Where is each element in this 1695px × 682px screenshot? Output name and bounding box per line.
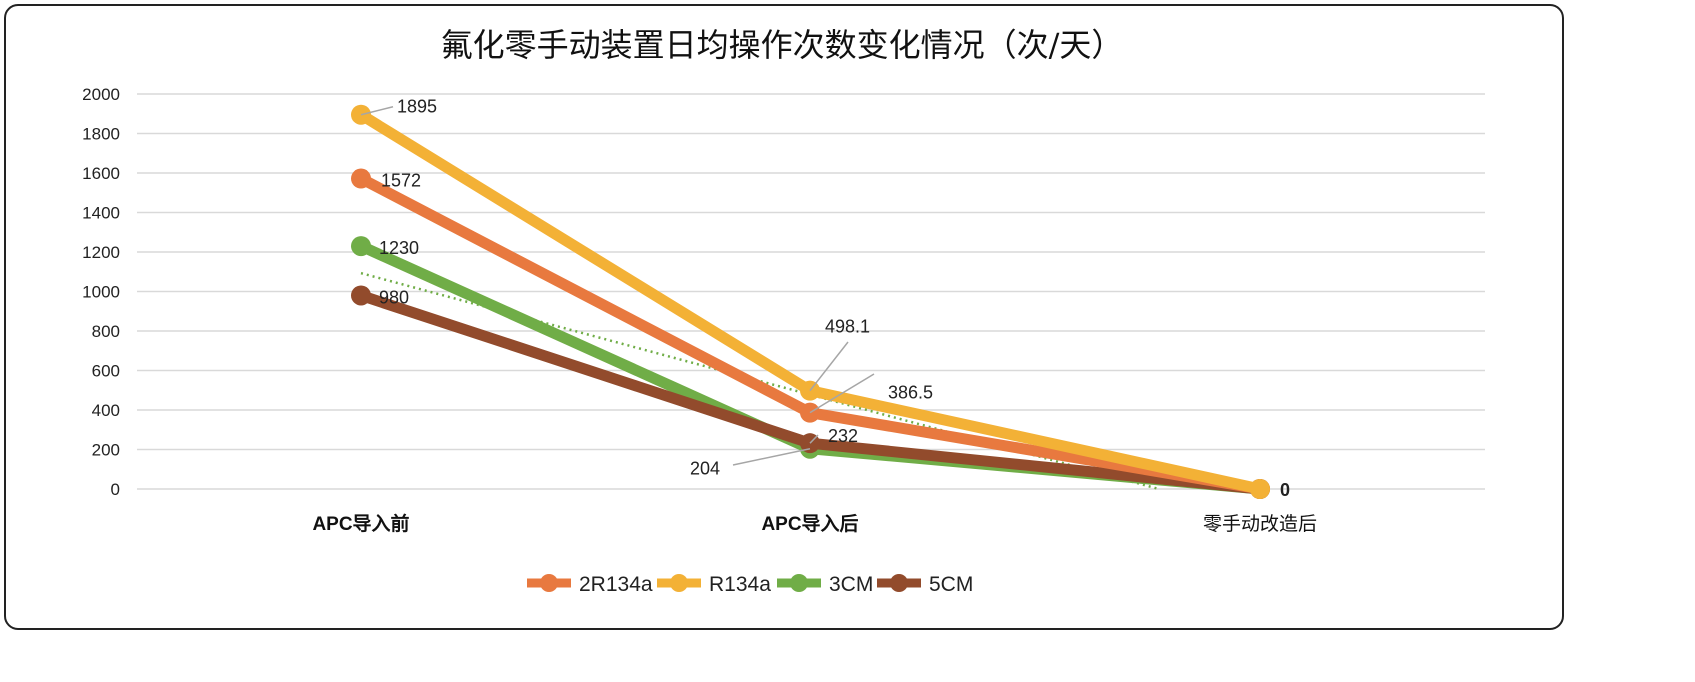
legend-marker bbox=[670, 574, 688, 592]
data-point-2R134a bbox=[351, 168, 371, 189]
leader-line bbox=[809, 373, 875, 414]
y-tick-label: 1800 bbox=[82, 125, 120, 144]
data-label: 232 bbox=[828, 426, 858, 446]
x-tick-label: 零手动改造后 bbox=[1203, 513, 1317, 535]
legend-label: 2R134a bbox=[579, 573, 653, 596]
y-tick-label: 1000 bbox=[82, 283, 120, 302]
legend-label: 3CM bbox=[829, 573, 873, 596]
chart-title: 氟化零手动装置日均操作次数变化情况（次/天） bbox=[441, 26, 1124, 64]
y-tick-label: 1600 bbox=[82, 164, 120, 183]
y-tick-label: 1400 bbox=[82, 204, 120, 223]
data-label: 204 bbox=[690, 459, 720, 479]
legend-label: R134a bbox=[709, 573, 771, 596]
data-label: 386.5 bbox=[888, 383, 933, 403]
leader-line bbox=[809, 341, 849, 392]
data-label: 0 bbox=[1280, 480, 1290, 500]
leader-line bbox=[360, 106, 394, 116]
legend-item-R134a[interactable]: R134a bbox=[657, 573, 771, 596]
y-tick-label: 800 bbox=[92, 322, 120, 341]
y-tick-label: 1200 bbox=[82, 243, 120, 262]
legend-marker bbox=[890, 574, 908, 592]
data-point-5CM bbox=[351, 285, 371, 306]
x-tick-label: APC导入后 bbox=[761, 513, 858, 535]
data-point-3CM bbox=[351, 236, 371, 257]
data-label: 980 bbox=[379, 287, 409, 307]
legend-marker bbox=[540, 574, 558, 592]
y-tick-label: 200 bbox=[92, 441, 120, 460]
data-label: 1895 bbox=[397, 97, 437, 117]
data-point-R134a bbox=[1250, 479, 1270, 499]
legend-item-5CM[interactable]: 5CM bbox=[877, 573, 973, 596]
data-label: 498.1 bbox=[825, 317, 870, 337]
leader-line bbox=[732, 447, 811, 466]
data-label: 1230 bbox=[379, 238, 419, 258]
y-tick-label: 0 bbox=[111, 480, 120, 499]
y-tick-label: 400 bbox=[92, 401, 120, 420]
data-label: 1572 bbox=[381, 171, 421, 191]
legend-item-3CM[interactable]: 3CM bbox=[777, 573, 873, 596]
chart-frame bbox=[4, 4, 1564, 630]
legend-item-2R134a[interactable]: 2R134a bbox=[527, 573, 653, 596]
y-tick-label: 600 bbox=[92, 362, 120, 381]
y-tick-label: 2000 bbox=[82, 85, 120, 104]
leader-line bbox=[809, 434, 819, 444]
x-tick-label: APC导入前 bbox=[312, 512, 409, 535]
legend-marker bbox=[790, 574, 808, 592]
legend-label: 5CM bbox=[929, 573, 973, 596]
